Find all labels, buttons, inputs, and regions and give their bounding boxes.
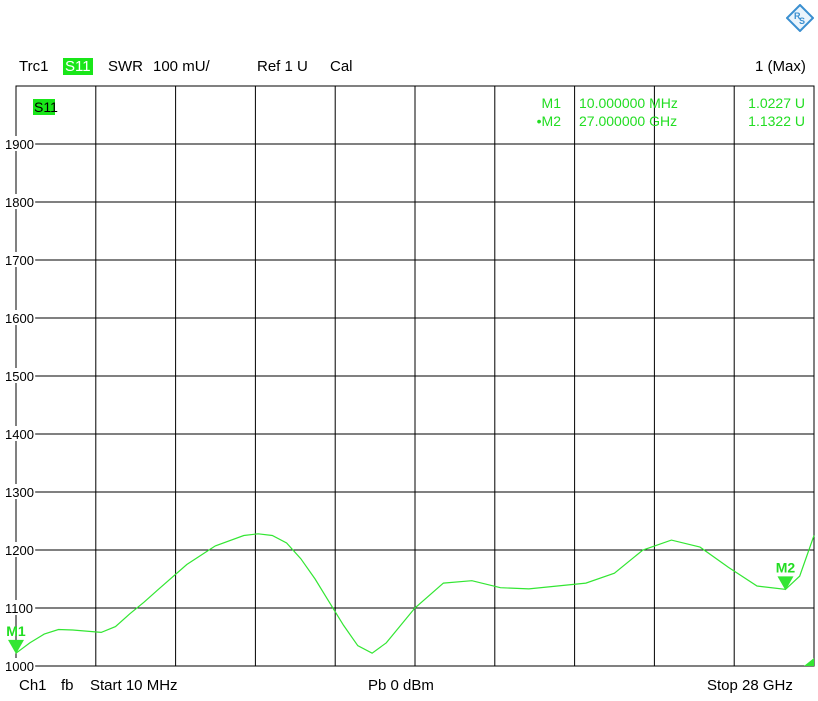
trace-label-badge <box>33 99 55 115</box>
ytick-label-bg <box>2 136 36 151</box>
ytick-label-bg <box>2 252 36 267</box>
marker-label-m2: M2 <box>776 559 796 575</box>
ytick-label: 1400 <box>5 427 34 442</box>
ytick-label-bg <box>2 542 36 557</box>
svg-text:S: S <box>799 16 805 26</box>
stop-frequency[interactable]: Stop 28 GHz <box>707 677 793 694</box>
channel-footer: Ch1 fb Start 10 MHz Pb 0 dBm Stop 28 GHz <box>0 676 818 698</box>
trace-format[interactable]: SWR <box>108 58 143 75</box>
start-frequency[interactable]: Start 10 MHz <box>90 677 178 694</box>
ytick-label: 1000 <box>5 659 34 674</box>
trace-scale[interactable]: 100 mU/ <box>153 58 210 75</box>
sweep-type: fb <box>61 677 74 694</box>
trace-header: Trc1 S11 SWR 100 mU/ Ref 1 U Cal 1 (Max) <box>0 56 818 80</box>
svg-text:R: R <box>794 11 801 21</box>
trace-label: S11 <box>34 99 58 115</box>
rohde-schwarz-logo-icon: R S <box>785 3 815 33</box>
reference-value[interactable]: Ref 1 U <box>257 58 308 75</box>
marker-readout-id: M1 <box>542 95 562 111</box>
series-line-s11 <box>15 533 815 654</box>
ytick-label-bg <box>2 484 36 499</box>
ytick-label: 1900 <box>5 137 34 152</box>
marker-readout-frequency: 10.000000 MHz <box>579 95 678 111</box>
ytick-label: 1300 <box>5 485 34 500</box>
marker-readout-value: 1.0227 U <box>748 95 805 111</box>
marker-readout-id: •M2 <box>537 113 562 129</box>
ytick-label: 1600 <box>5 311 34 326</box>
channel-name[interactable]: Ch1 <box>19 677 47 694</box>
ytick-label: 1100 <box>5 601 33 616</box>
ytick-label-bg <box>2 310 36 325</box>
marker-triangle-m1 <box>8 639 24 654</box>
stop-edge-indicator <box>804 658 814 666</box>
power-level[interactable]: Pb 0 dBm <box>368 677 434 694</box>
ytick-label-bg <box>2 194 36 209</box>
ytick-label-bg <box>2 426 36 441</box>
ytick-label: 1700 <box>5 253 34 268</box>
window-label[interactable]: 1 (Max) <box>755 58 806 75</box>
ytick-label: 1500 <box>5 369 34 384</box>
marker-label-m1: M1 <box>6 623 26 639</box>
marker-triangle-m2 <box>777 576 794 591</box>
marker-readout-value: 1.1322 U <box>748 113 805 129</box>
trace-parameter-badge[interactable]: S11 <box>63 58 93 75</box>
trace-name[interactable]: Trc1 <box>19 58 49 75</box>
ytick-label-bg <box>2 368 36 383</box>
marker-readout-frequency: 27.000000 GHz <box>579 113 677 129</box>
ytick-label-bg <box>2 600 36 615</box>
calibration-status: Cal <box>330 58 353 75</box>
ytick-label-bg <box>2 658 36 673</box>
ytick-label: 1800 <box>5 195 34 210</box>
ytick-label: 1200 <box>5 543 34 558</box>
